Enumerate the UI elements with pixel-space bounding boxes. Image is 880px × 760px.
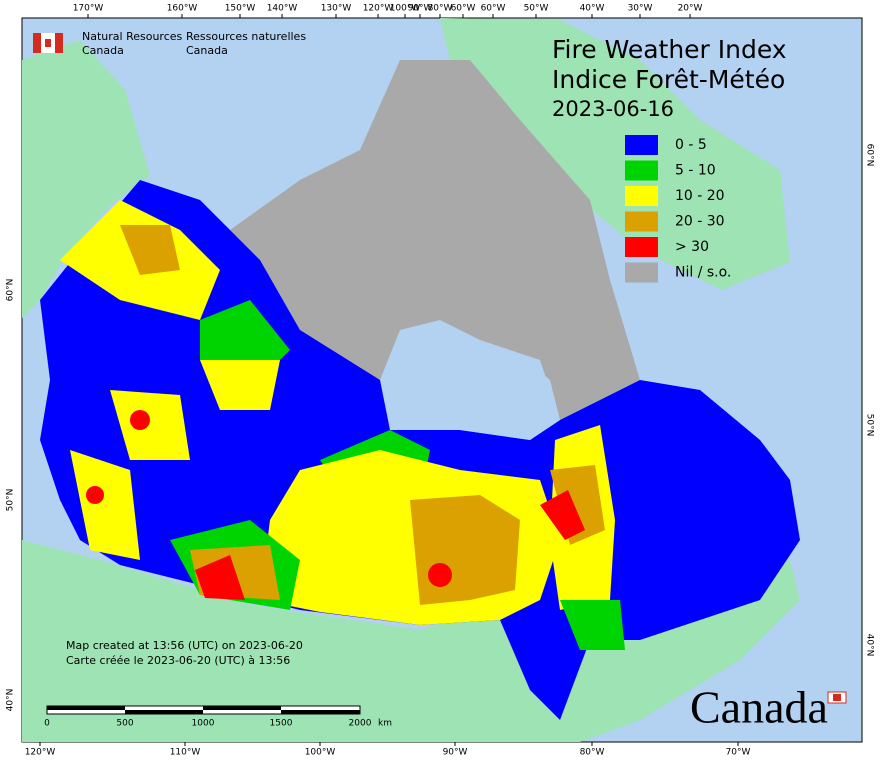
lat-label: 60°N	[865, 144, 875, 167]
lon-label: 90°W	[408, 4, 433, 14]
scale-label: 500	[116, 719, 133, 729]
lon-label: 80°W	[580, 748, 605, 758]
lon-label: 120°W	[363, 4, 394, 14]
region	[410, 495, 520, 605]
region	[550, 465, 605, 545]
lon-label: 140°W	[267, 4, 298, 14]
wordmark: Canada	[690, 682, 828, 733]
credit: Carte créée le 2023-06-20 (UTC) à 13:56	[66, 654, 290, 667]
region	[540, 490, 585, 540]
legend-label: > 30	[675, 239, 709, 255]
lon-label: 110°W	[170, 748, 201, 758]
lon-label: 60°W	[451, 4, 476, 14]
legend-swatch	[625, 211, 658, 232]
lon-label: 100°W	[390, 4, 421, 14]
region	[130, 410, 150, 430]
region	[428, 563, 452, 587]
flag-bar	[55, 33, 63, 53]
lon-label: 170°W	[73, 4, 104, 14]
legend-label: 20 - 30	[675, 214, 725, 230]
legend-swatch	[625, 160, 658, 181]
lat-label: 40°N	[6, 689, 16, 712]
united-states	[22, 540, 800, 742]
scale-segment	[125, 710, 203, 714]
flag-leaf	[45, 39, 51, 47]
region	[195, 555, 245, 600]
legend-label: 10 - 20	[675, 188, 725, 204]
region	[70, 450, 140, 560]
lon-label: 120°W	[25, 748, 56, 758]
lon-label: 40°W	[580, 4, 605, 14]
scale-segment	[47, 706, 125, 710]
lon-label: 80°W	[428, 4, 453, 14]
lon-label: 50°W	[524, 4, 549, 14]
alaska	[22, 40, 150, 318]
lat-label: 50°N	[6, 489, 16, 512]
map-land	[22, 18, 800, 742]
arctic	[230, 60, 640, 420]
greenland	[440, 18, 790, 290]
lat-label: 50°N	[865, 414, 875, 437]
lon-label: 150°W	[225, 4, 256, 14]
lon-label: 30°W	[628, 4, 653, 14]
scale-label: 1500	[270, 719, 293, 729]
legend-label: 0 - 5	[675, 137, 707, 153]
title: Indice Forêt-Météo	[552, 65, 785, 94]
lat-label: 60°N	[6, 279, 16, 302]
region	[110, 390, 190, 460]
credit: Map created at 13:56 (UTC) on 2023-06-20	[66, 639, 303, 652]
scale-label: 1000	[192, 719, 215, 729]
lon-label: 130°W	[321, 4, 352, 14]
region	[560, 600, 625, 650]
legend-swatch	[625, 135, 658, 155]
scale-segment	[281, 710, 360, 714]
lon-label: 90°W	[443, 748, 468, 758]
legend-label: 5 - 10	[675, 163, 716, 179]
agency-fr: Canada	[186, 44, 228, 57]
region	[86, 486, 104, 504]
legend-label: Nil / s.o.	[675, 265, 731, 281]
legend-swatch	[625, 237, 658, 257]
scale-segment	[203, 706, 281, 710]
lon-label: 100°W	[305, 748, 336, 758]
agency-signature: Natural Resources Canada Ressources natu…	[33, 30, 306, 57]
scale-label: 0	[44, 719, 50, 729]
wordmark-leaf	[833, 694, 841, 701]
hudson-bay	[390, 330, 560, 440]
lon-label: 20°W	[678, 4, 703, 14]
region	[200, 360, 280, 410]
legend-swatch	[625, 186, 658, 206]
agency-en: Natural Resources	[82, 30, 183, 43]
title: Fire Weather Index	[552, 35, 787, 64]
lon-label: 70°W	[726, 748, 751, 758]
lon-label: 60°W	[481, 4, 506, 14]
agency-en: Canada	[82, 44, 124, 57]
agency-fr: Ressources naturelles	[186, 30, 306, 43]
map-date: 2023-06-16	[552, 97, 674, 121]
flag-bar	[33, 33, 41, 53]
scale-label: 2000	[349, 719, 372, 729]
legend-swatch	[625, 262, 658, 283]
lon-label: 160°W	[167, 4, 198, 14]
lat-label: 40°N	[865, 634, 875, 657]
region	[120, 225, 180, 275]
scale-unit: km	[378, 719, 392, 729]
